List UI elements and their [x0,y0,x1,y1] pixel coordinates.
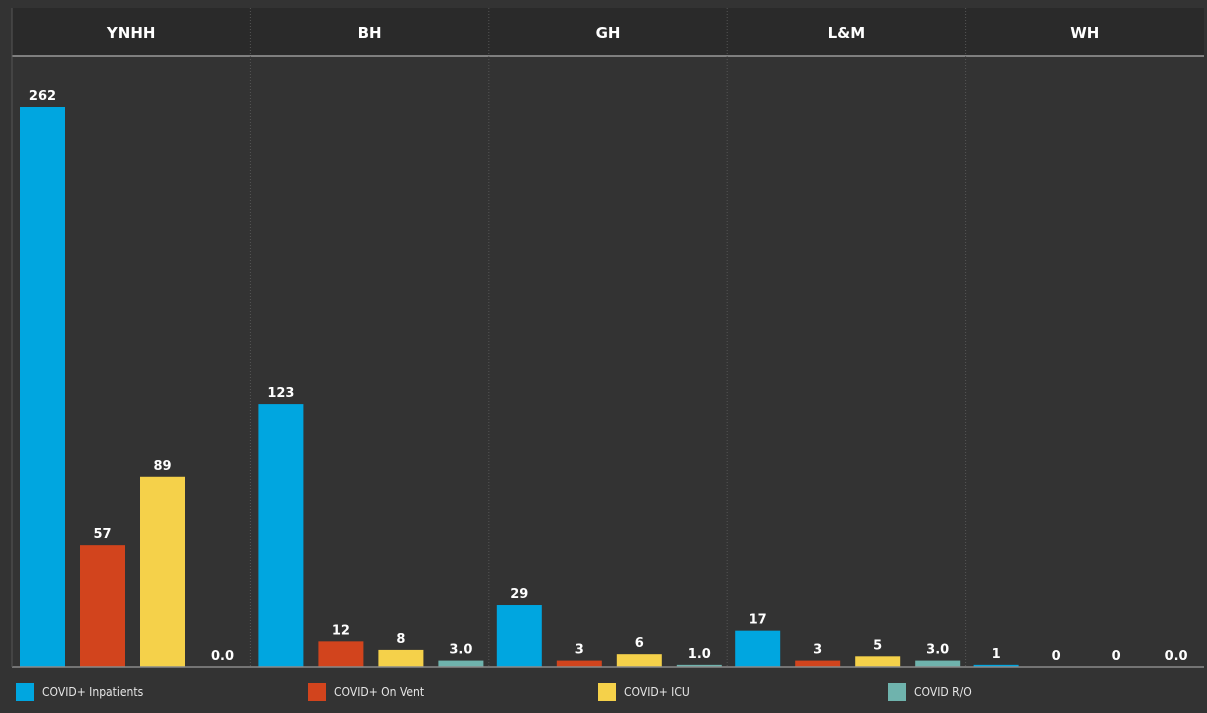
data-label: 1.0 [688,647,711,662]
facet-label: L&M [828,24,866,42]
header-strip [12,8,1204,56]
data-label: 5 [873,638,882,653]
legend-swatch-on-vent [308,683,326,701]
legend-item-icu: COVID+ ICU [598,682,690,702]
legend-label-icu: COVID+ ICU [624,685,690,699]
data-label: 0 [1112,649,1121,664]
bar [258,404,304,667]
legend-item-ro: COVID R/O [888,682,972,702]
legend-item-on-vent: COVID+ On Vent [308,682,424,702]
bar [556,660,602,667]
data-label: 0 [1052,649,1061,664]
facet-label: BH [358,24,382,42]
legend-label-ro: COVID R/O [914,685,972,699]
bar [80,545,125,667]
legend-item-inpatients: COVID+ Inpatients [16,682,143,702]
data-label: 17 [749,613,767,628]
bar [140,476,185,667]
data-label: 8 [396,632,405,647]
data-label: 29 [510,587,528,602]
bar [438,660,484,667]
bar [973,664,1019,667]
facet-label: WH [1070,24,1099,42]
data-label: 89 [153,459,171,474]
bar [616,654,662,667]
legend-swatch-ro [888,683,906,701]
bar [378,649,424,667]
chart-canvas: YNHH 262 57 89 0.0 BH 123 12 8 3.0 GH 29 3 6 1.0 L&M 17 3… [11,8,1204,668]
bar [676,664,722,667]
data-label: 262 [29,89,56,104]
bar [735,630,781,667]
data-label: 0.0 [211,649,234,664]
legend-label-on-vent: COVID+ On Vent [334,685,425,699]
data-label: 3.0 [449,643,472,658]
facet-label: GH [596,24,621,42]
data-label: 57 [93,527,111,542]
data-label: 12 [332,623,350,638]
data-label: 6 [635,636,644,651]
facet-label: YNHH [106,24,156,42]
data-label: 3 [813,643,822,658]
data-label: 123 [267,386,294,401]
bar [496,605,542,667]
data-label: 1 [992,647,1001,662]
bar [20,107,65,667]
bar [795,660,841,667]
bar [915,660,961,667]
legend-label-inpatients: COVID+ Inpatients [42,685,144,699]
data-label: 3.0 [926,643,949,658]
data-label: 3 [575,643,584,658]
legend-swatch-inpatients [16,683,34,701]
bar [855,656,901,667]
legend-swatch-icu [598,683,616,701]
bar [318,641,364,667]
data-label: 0.0 [1165,649,1188,664]
legend: COVID+ Inpatients COVID+ On Vent COVID+ … [10,676,1200,706]
